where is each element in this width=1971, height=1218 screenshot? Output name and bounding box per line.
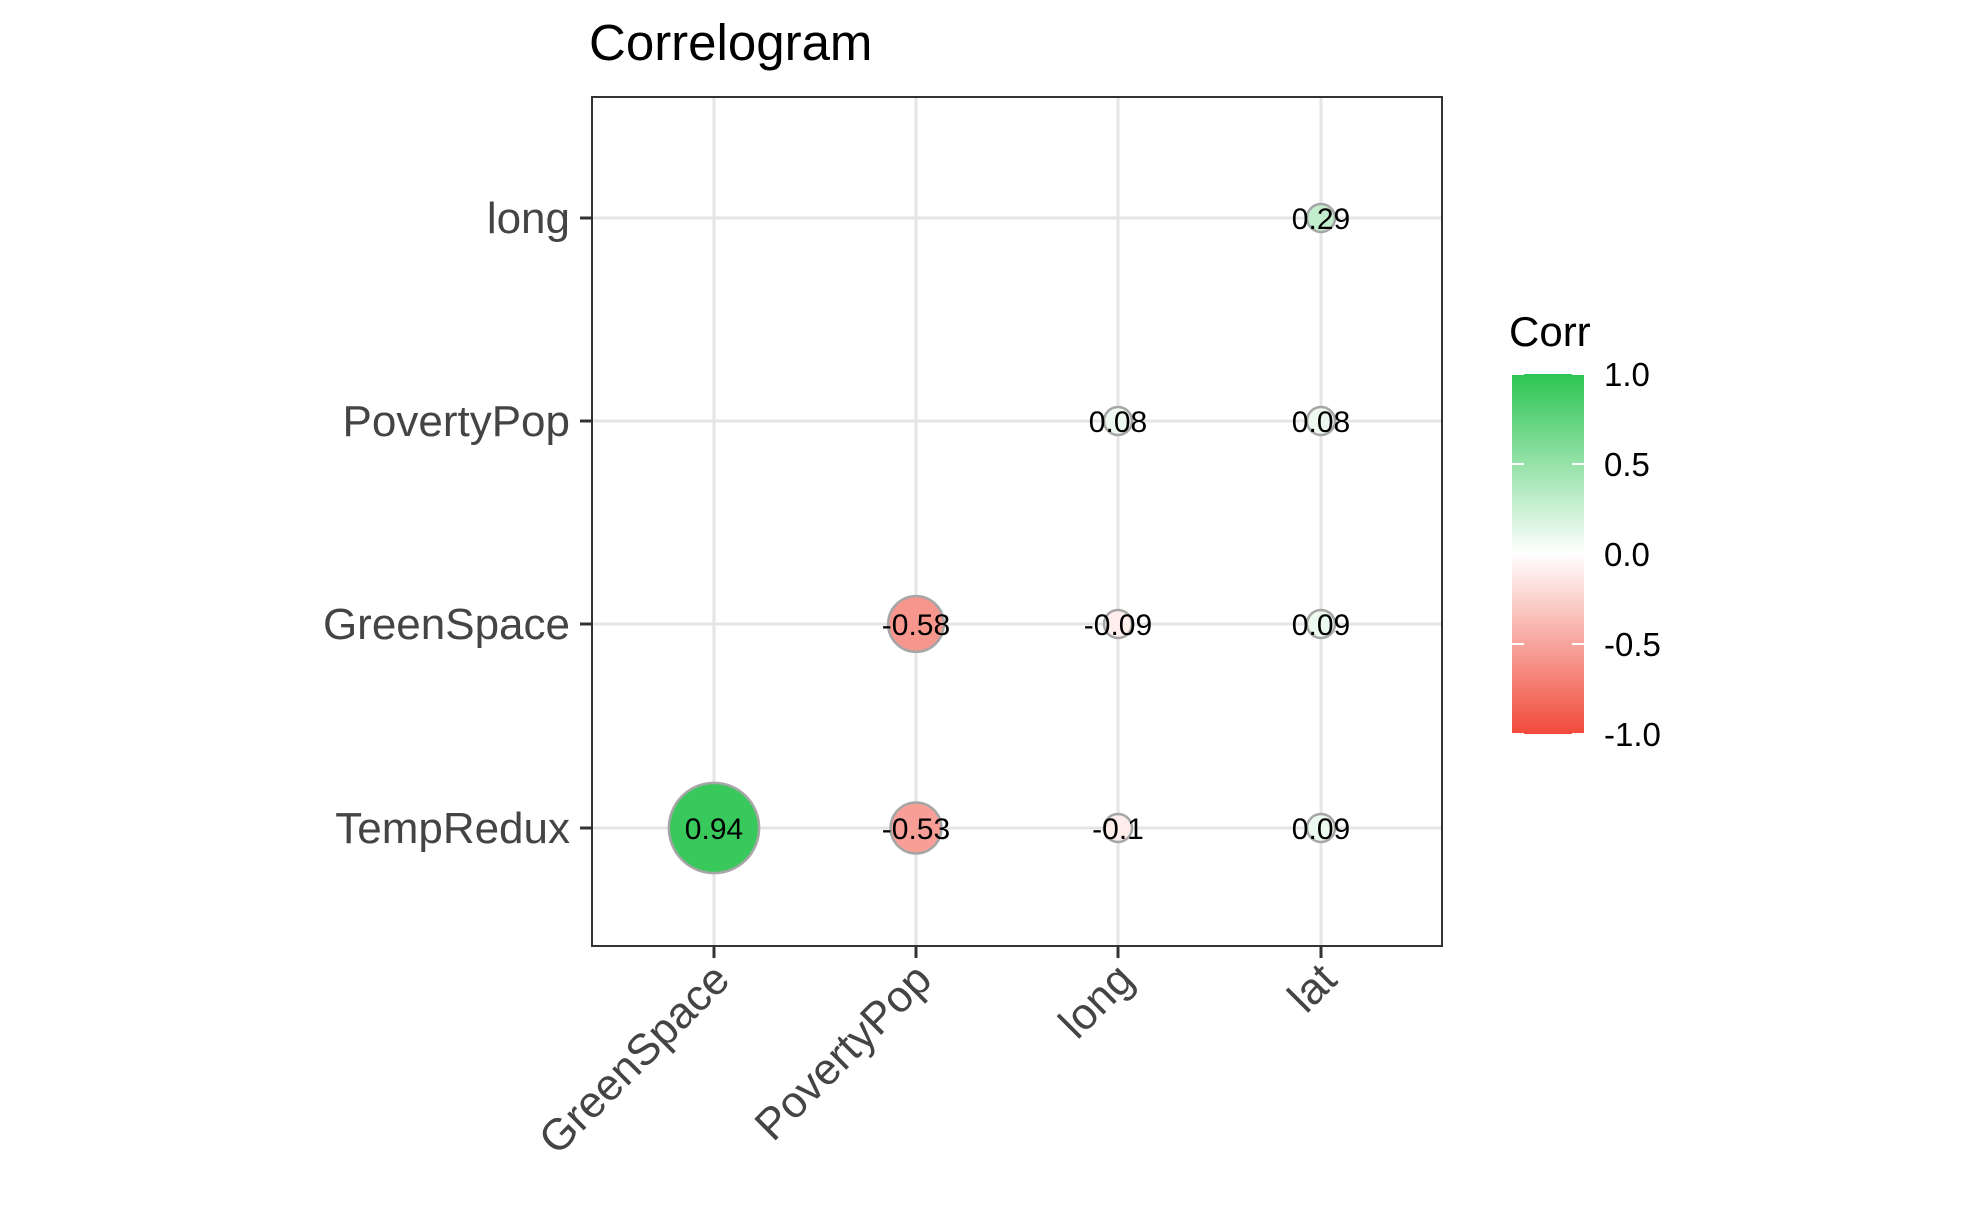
x-tick-label: PovertyPop xyxy=(746,954,941,1149)
corr-value-label: 0.08 xyxy=(1292,406,1350,439)
corr-circle-PovertyPop-GreenSpace xyxy=(886,594,946,654)
x-tick-label: GreenSpace xyxy=(530,954,739,1163)
corr-value-label: 0.09 xyxy=(1292,609,1350,642)
legend-tick-label: 0.0 xyxy=(1604,536,1650,573)
corr-circle-lat-long xyxy=(1305,202,1337,234)
corr-value-label: -0.1 xyxy=(1092,813,1144,846)
legend-tick-label: -0.5 xyxy=(1604,626,1661,663)
correlation-cells: 0.94 -0.53 -0.1 0.09 -0.58 -0.09 0.09 0.08 0.08 0… xyxy=(667,202,1350,875)
corr-value-label: -0.58 xyxy=(882,609,950,642)
corr-circle-PovertyPop-TempRedux xyxy=(889,801,943,855)
color-legend: Corr 1.0 0.5 0.0 -0.5 -1.0 xyxy=(1509,308,1661,753)
panel-border xyxy=(591,96,1443,947)
corr-value-label: 0.29 xyxy=(1292,203,1350,236)
legend-tick-label: 0.5 xyxy=(1604,446,1650,483)
legend-tick-label: -1.0 xyxy=(1604,716,1661,753)
corr-value-label: 0.08 xyxy=(1089,406,1147,439)
x-tick-label: lat xyxy=(1279,954,1347,1022)
corr-value-label: 0.09 xyxy=(1292,813,1350,846)
y-tick-label: long xyxy=(487,194,570,243)
corr-circle-lat-GreenSpace xyxy=(1305,608,1337,640)
y-tick-label: PovertyPop xyxy=(343,397,570,446)
corr-value-label: -0.09 xyxy=(1084,609,1152,642)
legend-title: Corr xyxy=(1509,308,1591,355)
corr-circle-lat-PovertyPop xyxy=(1305,405,1337,437)
legend-tick-label: 1.0 xyxy=(1604,356,1650,393)
corr-circle-long-PovertyPop xyxy=(1102,405,1134,437)
corr-circle-long-GreenSpace xyxy=(1102,608,1134,640)
corr-circle-GreenSpace-TempRedux xyxy=(667,781,761,875)
corr-value-label: 0.94 xyxy=(685,813,743,846)
y-tick-label: GreenSpace xyxy=(323,600,570,649)
corr-circle-lat-TempRedux xyxy=(1305,812,1337,844)
y-tick-label: TempRedux xyxy=(335,804,570,853)
y-axis: TempRedux GreenSpace PovertyPop long xyxy=(323,194,592,853)
corr-value-label: -0.53 xyxy=(882,813,950,846)
x-tick-label: long xyxy=(1050,954,1143,1047)
corr-circle-long-TempRedux xyxy=(1102,812,1134,844)
x-axis: GreenSpace PovertyPop long lat xyxy=(530,946,1346,1164)
chart-title: Correlogram xyxy=(589,14,872,71)
